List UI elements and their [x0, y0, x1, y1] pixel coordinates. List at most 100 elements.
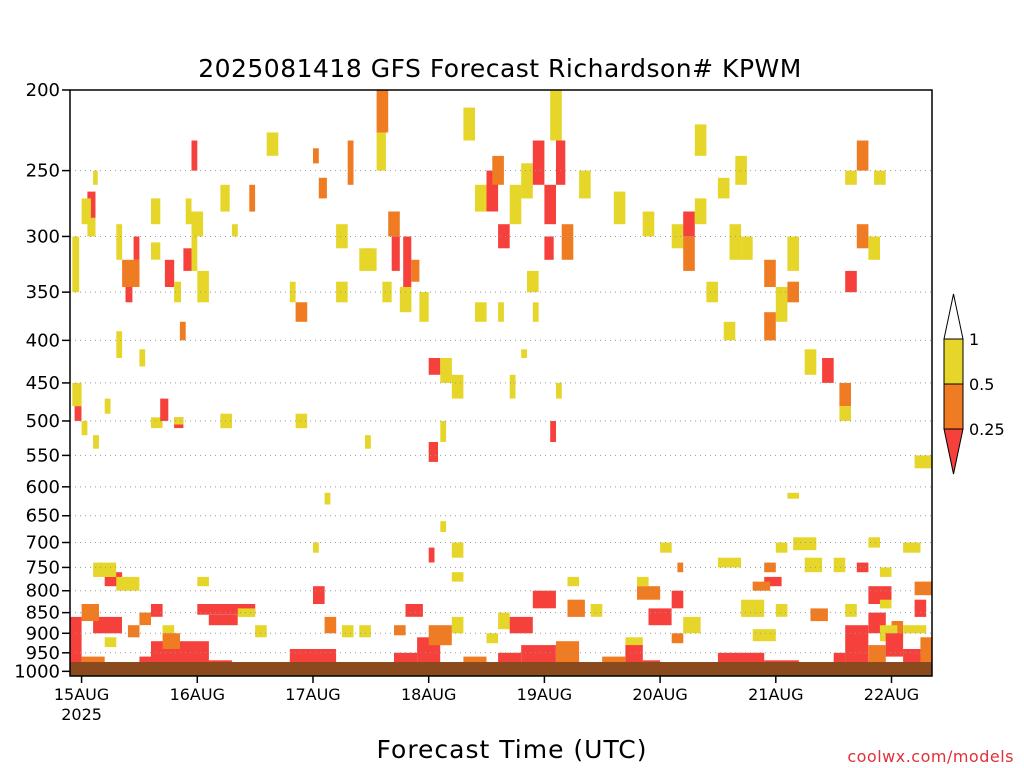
heatmap-cell — [382, 281, 392, 303]
x-tick-label: 20AUG — [632, 685, 687, 704]
heatmap-cell — [775, 286, 788, 322]
heatmap-cell — [879, 567, 892, 577]
plot-area — [69, 89, 933, 677]
heatmap-cell — [671, 633, 684, 644]
y-tick-label: 400 — [26, 330, 60, 351]
y-tick-label: 600 — [26, 477, 60, 498]
heatmap-cell — [706, 281, 718, 303]
heatmap-cell — [833, 557, 846, 573]
y-tick-label: 900 — [26, 623, 60, 644]
y-tick-label: 650 — [26, 506, 60, 527]
heatmap-cell — [602, 656, 626, 662]
heatmap-cell — [856, 140, 869, 171]
heatmap-cell — [532, 140, 545, 185]
heatmap-cell — [694, 124, 707, 156]
x-tick-label: 17AUG — [285, 685, 340, 704]
heatmap-cell — [567, 576, 580, 587]
heatmap-cell — [405, 604, 423, 617]
heatmap-cell — [220, 413, 232, 429]
heatmap-cell — [556, 140, 566, 185]
heatmap-cell — [237, 608, 256, 617]
heatmap-cell — [70, 616, 82, 662]
heatmap-cell — [804, 349, 817, 375]
heatmap-cell — [683, 211, 695, 237]
heatmap-cell — [874, 170, 886, 185]
heatmap-cell — [93, 562, 117, 577]
heatmap-cell — [741, 236, 753, 260]
heatmap-cell — [336, 281, 348, 303]
heatmap-cell — [637, 586, 661, 600]
heatmap-cell — [671, 590, 684, 609]
heatmap-cell — [125, 286, 133, 303]
heatmap-cell — [232, 224, 238, 237]
heatmap-cell — [729, 224, 742, 260]
heatmap-cell — [637, 576, 649, 587]
heatmap-cell — [752, 629, 776, 642]
x-tick-label: 21AUG — [748, 685, 803, 704]
heatmap-cells — [70, 90, 932, 662]
heatmap-cell — [903, 649, 921, 662]
heatmap-cell — [556, 641, 580, 662]
heatmap-cell — [394, 652, 418, 662]
heatmap-cell — [885, 633, 904, 657]
heatmap-cell — [486, 633, 499, 644]
heatmap-cell — [151, 604, 163, 617]
heatmap-cell — [104, 637, 117, 648]
heatmap-cell — [451, 542, 464, 558]
colorbar-bin — [943, 383, 964, 430]
heatmap-cell — [93, 435, 99, 449]
heatmap-cell — [775, 604, 788, 617]
heatmap-cell — [81, 421, 88, 436]
heatmap-cell — [498, 652, 522, 662]
y-tick-label: 750 — [26, 557, 60, 578]
heatmap-cell — [492, 155, 504, 185]
heatmap-cell — [764, 576, 782, 587]
colorbar-top-arrow — [943, 293, 964, 340]
heatmap-cell — [394, 625, 406, 636]
heatmap-cell — [116, 224, 123, 260]
heatmap-cell — [752, 581, 771, 591]
heatmap-cell — [856, 224, 869, 249]
heatmap-cell — [376, 90, 389, 133]
heatmap-cell — [185, 198, 192, 225]
heatmap-cell — [845, 270, 857, 293]
heatmap-cell — [419, 292, 429, 322]
heatmap-cell — [579, 170, 591, 199]
heatmap-cell — [625, 645, 643, 662]
y-axis: 200 250 300 350 400 450 500 550 600 650 700 750 8008… — [14, 80, 70, 682]
heatmap-cell — [544, 184, 556, 225]
plot-background — [70, 90, 932, 676]
heatmap-cell — [498, 224, 510, 249]
heatmap-cell — [347, 140, 354, 185]
heatmap-cell — [451, 374, 464, 399]
heatmap-cell — [104, 398, 111, 414]
y-tick-label: 800 — [26, 581, 60, 602]
heatmap-cell — [868, 236, 880, 260]
heatmap-cell — [87, 217, 96, 237]
heatmap-cell — [804, 557, 823, 573]
heatmap-cell — [72, 382, 82, 407]
heatmap-cell — [735, 155, 747, 185]
heatmap-cell — [197, 604, 256, 615]
heatmap-cell — [845, 625, 869, 662]
x-tick-label: 16AUG — [170, 685, 225, 704]
heatmap-cell — [81, 656, 105, 662]
chart-title: 2025081418 GFS Forecast Richardson# KPWM — [198, 54, 802, 83]
heatmap-cell — [87, 191, 96, 218]
heatmap-cell — [160, 398, 169, 421]
heatmap-cell — [191, 236, 198, 271]
heatmap-cell — [498, 612, 510, 630]
heatmap-cell — [179, 321, 186, 341]
x-tick-sublabel: 2025 — [61, 705, 102, 724]
heatmap-cell — [428, 625, 452, 646]
heatmap-cell — [359, 625, 371, 638]
heatmap-cell — [411, 259, 420, 282]
heatmap-cell — [318, 177, 327, 199]
heatmap-cell — [336, 224, 348, 249]
heatmap-cell — [289, 281, 296, 303]
y-tick-label: 300 — [26, 226, 60, 247]
credit-text: coolwx.com/models — [847, 747, 1014, 766]
heatmap-cell — [74, 406, 82, 421]
heatmap-cell — [648, 608, 672, 626]
heatmap-cell — [787, 236, 799, 271]
